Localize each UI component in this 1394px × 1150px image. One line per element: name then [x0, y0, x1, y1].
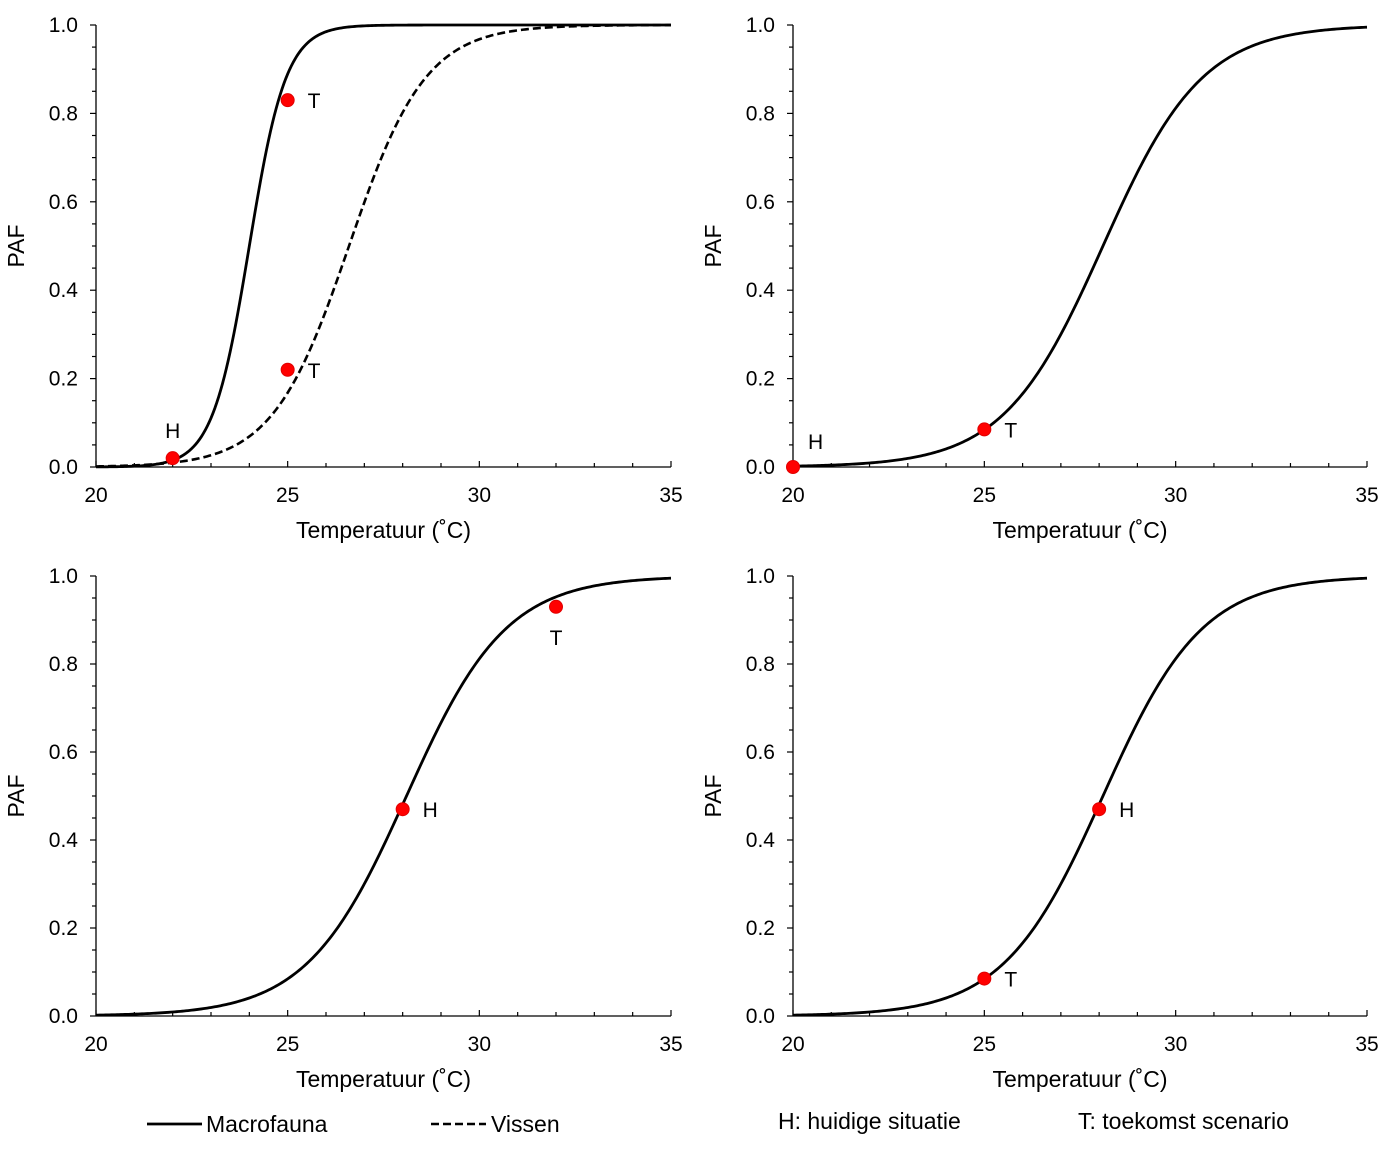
- legend-note-huidige: H: huidige situatie: [778, 1108, 961, 1134]
- legend-note-toekomst: T: toekomst scenario: [1078, 1108, 1289, 1134]
- point-marker-h: [1092, 802, 1107, 817]
- x-tick-label: 35: [1355, 1033, 1378, 1056]
- x-tick-label: 25: [973, 484, 996, 507]
- y-tick-label: 0.2: [49, 368, 78, 391]
- series-line-macrofauna: [95, 23, 671, 469]
- point-label-h: H: [1119, 799, 1134, 822]
- x-tick-label: 20: [781, 1033, 804, 1056]
- x-tick-label: 25: [973, 1033, 996, 1056]
- x-axis-title: Temperatuur (˚C): [992, 517, 1167, 543]
- y-tick-label: 1.0: [746, 565, 775, 588]
- x-axis-title: Temperatuur (˚C): [296, 1066, 471, 1092]
- chart-panel-4: 0.0 0.2 0.4 0.6 0.8 1.0 20 25 30 35 Temperatuur (˚…: [700, 565, 1379, 1092]
- y-tick-label: 1.0: [49, 565, 78, 588]
- y-tick-label: 0.0: [746, 1005, 775, 1028]
- x-tick-label: 25: [276, 484, 299, 507]
- point-marker-t: [280, 93, 295, 108]
- x-tick-label: 30: [468, 484, 491, 507]
- point-marker-t: [977, 422, 992, 437]
- y-tick-label: 0.4: [746, 829, 776, 852]
- chart-panel-1: 0.0 0.2 0.4 0.6 0.8 1.0 20 25 30 35 Temperatuur (˚…: [3, 14, 683, 543]
- legend-label-vissen: Vissen: [491, 1111, 560, 1137]
- point-label-t: T: [308, 90, 321, 113]
- x-tick-label: 35: [1355, 484, 1378, 507]
- x-tick-label: 20: [781, 484, 804, 507]
- series-line-paf-curve: [792, 25, 1368, 468]
- series-line-paf-curve: [792, 576, 1368, 1017]
- y-tick-label: 0.8: [49, 653, 78, 676]
- x-tick-label: 30: [1164, 484, 1187, 507]
- y-tick-label: 0.6: [746, 741, 775, 764]
- y-tick-label: 0.4: [49, 279, 79, 302]
- y-tick-label: 0.6: [49, 741, 78, 764]
- y-axis-title: PAF: [3, 774, 29, 817]
- y-tick-label: 0.4: [49, 829, 79, 852]
- point-marker-h: [395, 802, 410, 817]
- x-tick-label: 35: [659, 1033, 682, 1056]
- y-tick-label: 0.0: [746, 456, 775, 479]
- point-marker-t: [549, 599, 563, 614]
- y-tick-label: 1.0: [49, 14, 78, 37]
- y-tick-label: 0.6: [746, 191, 775, 214]
- x-tick-label: 30: [468, 1033, 491, 1056]
- point-label-t: T: [308, 360, 321, 383]
- x-tick-label: 20: [84, 484, 107, 507]
- point-marker-h: [786, 460, 800, 474]
- point-label-h: H: [423, 799, 438, 822]
- x-axis-title: Temperatuur (˚C): [992, 1066, 1167, 1092]
- y-tick-label: 0.0: [49, 1005, 78, 1028]
- series-line-vissen: [95, 23, 671, 468]
- x-axis-title: Temperatuur (˚C): [296, 517, 471, 543]
- y-tick-label: 0.8: [746, 102, 775, 125]
- y-axis-title: PAF: [700, 774, 726, 817]
- chart-panel-3: 0.0 0.2 0.4 0.6 0.8 1.0 20 25 30 35 Temperatuur (˚…: [3, 565, 683, 1092]
- point-label-h: H: [165, 420, 180, 443]
- legend: Macrofauna Vissen H: huidige situatie T:…: [147, 1108, 1289, 1137]
- chart-panel-2: 0.0 0.2 0.4 0.6 0.8 1.0 20 25 30 35 Temperatuur (˚…: [700, 14, 1379, 543]
- point-label-h: H: [808, 431, 823, 454]
- point-marker-t: [280, 362, 295, 377]
- y-tick-label: 0.8: [49, 102, 78, 125]
- x-tick-label: 25: [276, 1033, 299, 1056]
- y-tick-label: 0.0: [49, 456, 78, 479]
- x-tick-label: 20: [84, 1033, 107, 1056]
- x-tick-label: 35: [659, 484, 682, 507]
- point-label-t: T: [1004, 419, 1017, 442]
- y-tick-label: 0.8: [746, 653, 775, 676]
- legend-label-macrofauna: Macrofauna: [206, 1111, 328, 1137]
- y-axis-title: PAF: [700, 224, 726, 267]
- y-tick-label: 0.2: [746, 917, 775, 940]
- y-tick-label: 0.2: [746, 368, 775, 391]
- y-tick-label: 0.2: [49, 917, 78, 940]
- point-marker-t: [977, 971, 992, 986]
- point-marker-h: [165, 451, 180, 466]
- x-tick-label: 30: [1164, 1033, 1187, 1056]
- y-axis-title: PAF: [3, 224, 29, 267]
- y-tick-label: 1.0: [746, 14, 775, 37]
- y-tick-label: 0.6: [49, 191, 78, 214]
- series-line-paf-curve: [95, 576, 672, 1017]
- point-label-t: T: [550, 627, 563, 650]
- y-tick-label: 0.4: [746, 279, 776, 302]
- point-label-t: T: [1004, 969, 1017, 992]
